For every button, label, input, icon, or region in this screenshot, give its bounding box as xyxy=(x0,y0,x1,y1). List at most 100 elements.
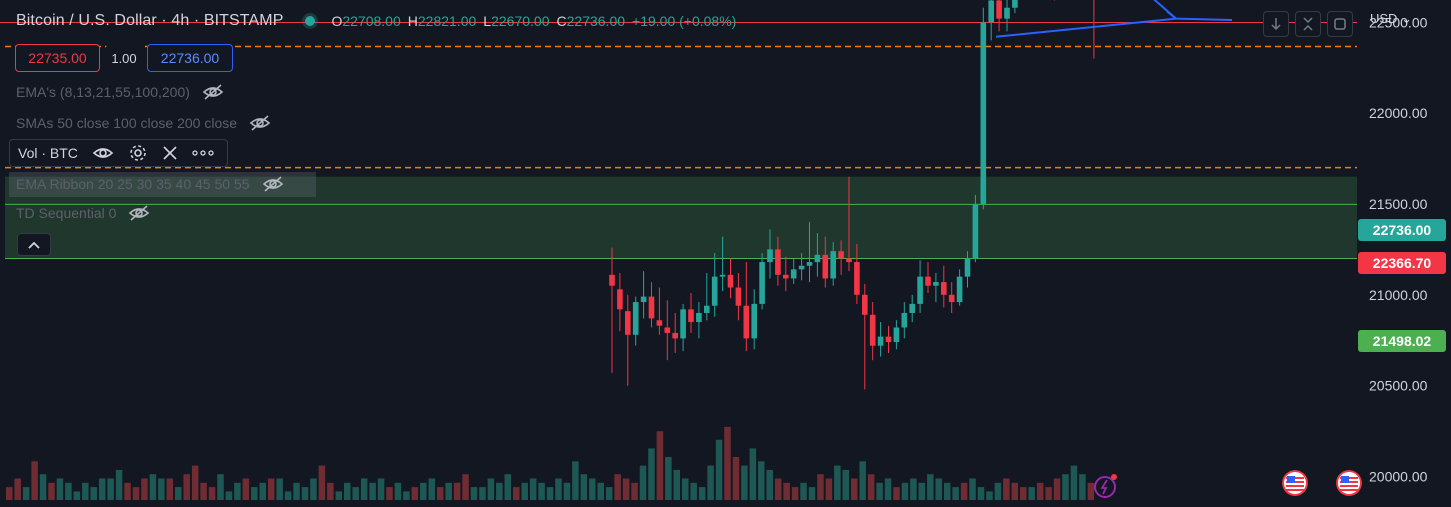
indicator-ema[interactable]: EMA's (8,13,21,55,100,200) xyxy=(16,84,224,100)
volume-bar xyxy=(673,469,681,500)
volume-bar xyxy=(403,491,410,500)
volume-bar xyxy=(411,487,419,500)
close-icon[interactable] xyxy=(162,145,178,161)
chart-controls xyxy=(1263,11,1359,37)
volume-bar xyxy=(504,474,512,500)
maximize-icon xyxy=(1334,18,1346,30)
volume-bar xyxy=(969,478,976,500)
volume-bar xyxy=(918,482,926,500)
eye-off-icon[interactable] xyxy=(128,205,150,221)
volume-bar xyxy=(436,487,444,500)
volume-bar xyxy=(935,478,942,500)
candle-body xyxy=(1004,7,1010,19)
indicator-td-sequential[interactable]: TD Sequential 0 xyxy=(16,205,150,221)
volume-bar xyxy=(656,431,664,500)
volume-bar xyxy=(360,478,368,500)
maximize-button[interactable] xyxy=(1327,11,1353,37)
candle-body xyxy=(688,309,694,323)
volume-bar xyxy=(445,482,452,500)
eye-off-icon[interactable] xyxy=(202,84,224,100)
volume-bar xyxy=(251,487,258,500)
volume-bar xyxy=(572,461,579,500)
volume-bar xyxy=(732,457,740,500)
volume-bar xyxy=(90,487,97,500)
candle-body xyxy=(767,249,773,263)
volume-bar xyxy=(124,482,131,500)
indicator-ribbon-label: EMA Ribbon 20 25 30 35 40 45 50 55 xyxy=(16,176,250,192)
more-icon[interactable] xyxy=(192,150,214,156)
volume-bar xyxy=(817,474,824,500)
volume-bar xyxy=(1020,487,1027,500)
volume-bar xyxy=(200,482,207,500)
currency-selector[interactable]: USD ⌄ xyxy=(1370,11,1412,27)
volume-bar xyxy=(665,457,672,500)
us-flag-icon[interactable] xyxy=(1282,470,1308,496)
volume-bar xyxy=(791,487,799,500)
volume-bar xyxy=(605,487,613,500)
indicator-volume[interactable]: Vol · BTC xyxy=(9,139,228,167)
volume-bar xyxy=(335,491,343,500)
indicator-td-label: TD Sequential 0 xyxy=(16,205,117,221)
volume-bar xyxy=(546,487,554,500)
volume-bar xyxy=(31,461,38,500)
volume-bar xyxy=(538,482,545,500)
volume-bar xyxy=(115,469,123,500)
indicator-ema-ribbon[interactable]: EMA Ribbon 20 25 30 35 40 45 50 55 xyxy=(16,176,284,192)
volume-bar xyxy=(513,487,520,500)
volume-bar xyxy=(234,482,241,500)
collapse-icon xyxy=(1303,17,1313,31)
collapse-legend-button[interactable] xyxy=(17,233,51,256)
volume-bar xyxy=(301,487,309,500)
volume-bar xyxy=(774,478,782,500)
sell-button[interactable]: 22735.00 xyxy=(15,44,100,72)
volume-bar xyxy=(960,482,968,500)
volume-bar xyxy=(808,487,816,500)
volume-bar xyxy=(1053,478,1061,500)
volume-bar xyxy=(191,465,199,500)
candle-body xyxy=(948,294,955,303)
candle-body xyxy=(625,311,631,335)
volume-bar xyxy=(893,487,900,500)
volume-label: Vol · BTC xyxy=(18,145,78,161)
candle-body xyxy=(696,312,702,323)
volume-bar xyxy=(479,487,486,500)
candle-body xyxy=(964,258,971,277)
eye-off-icon[interactable] xyxy=(249,115,271,131)
candle-body xyxy=(727,274,734,288)
eye-off-icon[interactable] xyxy=(262,176,284,192)
candle-body xyxy=(1012,0,1018,8)
candle-body xyxy=(759,262,765,304)
candle-body xyxy=(680,309,686,339)
arrow-down-icon xyxy=(1271,18,1281,31)
volume-bar xyxy=(851,478,858,500)
indicator-ema-label: EMA's (8,13,21,55,100,200) xyxy=(16,84,190,100)
volume-bar xyxy=(783,482,790,500)
volume-bar xyxy=(496,482,503,500)
indicator-sma[interactable]: SMAs 50 close 100 close 200 close xyxy=(16,115,271,131)
buy-button[interactable]: 22736.00 xyxy=(147,44,233,72)
volume-bar xyxy=(1079,474,1086,500)
volume-bar xyxy=(901,482,909,500)
candle-body xyxy=(862,294,868,315)
candle-body xyxy=(893,327,900,343)
eye-icon[interactable] xyxy=(92,145,114,161)
volume-bar xyxy=(986,491,993,500)
volume-bar xyxy=(225,491,233,500)
candle-body xyxy=(640,296,647,303)
y-tick-label: 20500.00 xyxy=(1369,378,1428,394)
lightning-icon[interactable] xyxy=(1093,472,1121,500)
candle-body xyxy=(980,22,987,204)
symbol-title[interactable]: Bitcoin / U.S. Dollar · 4h · BITSTAMP xyxy=(16,12,284,29)
candle-body xyxy=(743,305,750,339)
scroll-down-button[interactable] xyxy=(1263,11,1289,37)
candle-body xyxy=(838,251,844,259)
volume-bar xyxy=(529,478,537,500)
close-value: C22736.00 xyxy=(556,13,626,29)
volume-bar xyxy=(521,482,528,500)
collapse-button[interactable] xyxy=(1295,11,1321,37)
trendline-apex xyxy=(1166,10,1177,20)
currency-label: USD xyxy=(1370,11,1398,26)
gear-icon[interactable] xyxy=(128,143,148,163)
us-flag-icon[interactable] xyxy=(1336,470,1362,496)
